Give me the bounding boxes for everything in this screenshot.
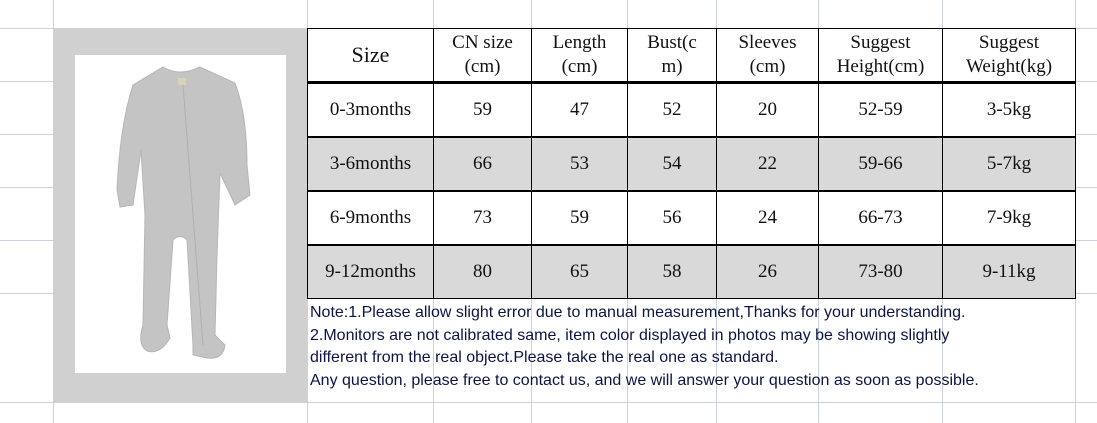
cell-cn-size: 66 [433, 136, 532, 192]
cell-sleeves: 20 [716, 81, 819, 138]
cell-length: 47 [531, 81, 628, 138]
cell-bust: 56 [627, 190, 717, 246]
grid-line [0, 402, 1097, 403]
romper-icon [116, 66, 251, 359]
cell-height: 59-66 [818, 136, 943, 192]
cell-weight: 3-5kg [942, 81, 1076, 138]
header-unit: Height(cm) [836, 56, 925, 77]
note-line: 2.Monitors are not calibrated same, item… [310, 326, 950, 344]
romper-photo [75, 55, 286, 373]
cell-sleeves: 26 [716, 244, 819, 299]
cell-sleeves: 22 [716, 136, 819, 192]
header-label: Sleeves [738, 32, 797, 53]
header-weight: Suggest Weight(kg) [942, 28, 1076, 84]
header-row: Size CN size (cm) Length (cm) Bust(c m) Sle… [307, 28, 1076, 84]
cell-size: 3-6months [307, 136, 434, 192]
header-label: CN size [452, 32, 513, 53]
header-label: Size [351, 42, 390, 67]
note-line: Note:1.Please allow slight error due to … [310, 304, 966, 321]
cell-length: 53 [531, 136, 628, 192]
cell-weight: 5-7kg [942, 136, 1076, 192]
header-label: Suggest [978, 32, 1040, 53]
header-unit: m) [661, 56, 683, 77]
cell-size: 0-3months [307, 81, 434, 138]
header-label: Length [552, 32, 607, 53]
header-unit: (cm) [749, 56, 786, 77]
cell-sleeves: 24 [716, 190, 819, 246]
cell-weight: 7-9kg [942, 190, 1076, 246]
table-row: 9-12months 80 65 58 26 73-80 9-11kg [307, 244, 1076, 299]
header-height: Suggest Height(cm) [818, 28, 943, 84]
header-bust: Bust(c m) [627, 28, 717, 84]
header-unit: Weight(kg) [965, 56, 1053, 77]
cell-cn-size: 59 [433, 81, 532, 138]
cell-cn-size: 80 [433, 244, 532, 299]
cell-size: 9-12months [307, 244, 434, 299]
cell-bust: 52 [627, 81, 717, 138]
header-unit: (cm) [561, 56, 598, 77]
cell-bust: 54 [627, 136, 717, 192]
size-chart-table: Size CN size (cm) Length (cm) Bust(c m) Sle… [307, 28, 1076, 299]
header-unit: (cm) [464, 56, 501, 77]
cell-length: 65 [531, 244, 628, 299]
product-image-panel [53, 28, 307, 402]
cell-cn-size: 73 [433, 190, 532, 246]
header-label: Suggest [850, 32, 911, 53]
header-size: Size [307, 28, 434, 84]
notes: Note:1.Please allow slight error due to … [310, 302, 979, 393]
note-line: Any question, please free to contact us,… [310, 372, 979, 390]
header-length: Length (cm) [531, 28, 628, 84]
header-sleeves: Sleeves (cm) [716, 28, 819, 84]
note-line: different from the real object.Please ta… [310, 349, 779, 367]
cell-size: 6-9months [307, 190, 434, 246]
cell-height: 52-59 [818, 81, 943, 138]
cell-weight: 9-11kg [942, 244, 1076, 299]
header-cn-size: CN size (cm) [433, 28, 532, 84]
cell-bust: 58 [627, 244, 717, 299]
cell-height: 73-80 [818, 244, 943, 299]
header-label: Bust(c [647, 32, 697, 53]
table-row: 3-6months 66 53 54 22 59-66 5-7kg [307, 136, 1076, 192]
table-row: 6-9months 73 59 56 24 66-73 7-9kg [307, 190, 1076, 246]
table-row: 0-3months 59 47 52 20 52-59 3-5kg [307, 81, 1076, 138]
cell-length: 59 [531, 190, 628, 246]
cell-height: 66-73 [818, 190, 943, 246]
